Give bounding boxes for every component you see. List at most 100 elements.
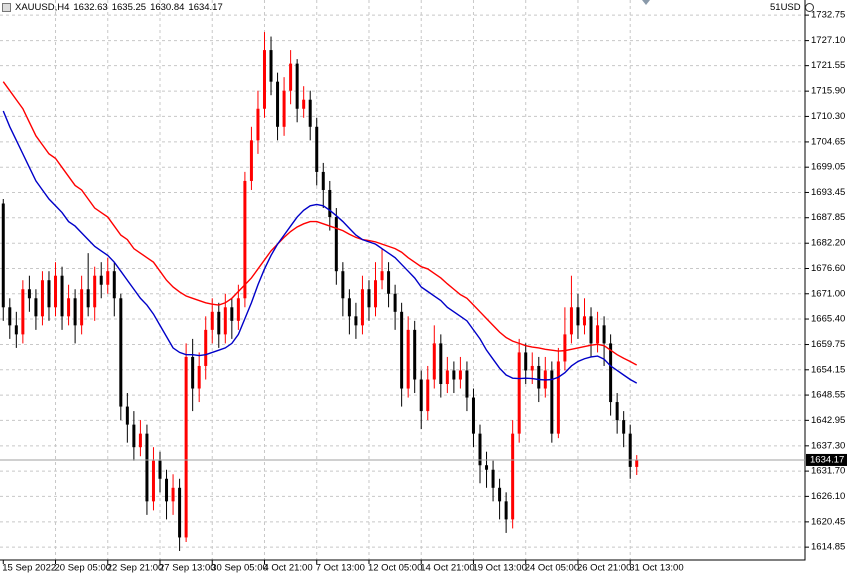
candle-body — [400, 311, 404, 389]
candle-body — [295, 63, 299, 109]
chart-header: XAUUSD,H4 1632.63 1635.25 1630.84 1634.1… — [2, 2, 223, 13]
y-tick-label: 1715.90 — [811, 86, 845, 97]
candle-body — [67, 298, 71, 317]
candle-body — [334, 217, 338, 272]
candle-body — [145, 433, 149, 502]
last-close: 1634.17 — [188, 2, 223, 13]
x-tick-label: 12 Oct 05:00 — [368, 563, 422, 574]
candle-body — [308, 99, 312, 127]
candle-body — [197, 365, 201, 389]
y-tick-label: 1620.45 — [811, 516, 845, 527]
x-tick-label: 31 Oct 13:00 — [629, 563, 683, 574]
y-tick-label: 1642.95 — [811, 415, 845, 426]
last-price-label: 1634.17 — [810, 454, 844, 465]
candle-body — [569, 307, 573, 335]
y-tick-label: 1721.55 — [811, 60, 845, 71]
candle-body — [380, 271, 384, 281]
candle-body — [86, 289, 90, 308]
candle-body — [563, 334, 567, 362]
y-tick-label: 1648.55 — [811, 390, 845, 401]
candle-body — [360, 289, 364, 326]
x-tick-label: 22 Sep 21:00 — [107, 563, 164, 574]
candle-body — [119, 298, 123, 407]
candle-body — [354, 316, 358, 326]
candle-body — [34, 298, 38, 317]
candle-body — [387, 271, 391, 294]
candle-body — [112, 271, 116, 299]
candle-body — [328, 189, 332, 218]
candle-body — [347, 298, 351, 317]
x-tick-label: 4 Oct 21:00 — [263, 563, 312, 574]
x-tick-label: 7 Oct 13:00 — [316, 563, 365, 574]
y-tick-label: 1614.85 — [811, 542, 845, 553]
candle-body — [282, 90, 286, 127]
y-tick-label: 1710.30 — [811, 111, 845, 122]
candle-body — [622, 420, 626, 434]
y-tick-label: 1704.65 — [811, 136, 845, 147]
clock-icon[interactable] — [804, 3, 814, 12]
candle-body — [132, 424, 136, 448]
candle-body — [341, 271, 345, 299]
candle-body — [550, 370, 554, 434]
candle-body — [40, 280, 44, 317]
candle-body — [530, 365, 534, 371]
candle-body — [321, 171, 325, 190]
y-tick-label: 1626.10 — [811, 491, 845, 502]
candle-body — [191, 356, 195, 389]
candle-body — [230, 307, 234, 321]
candle-body — [537, 365, 541, 389]
candle-body — [8, 307, 12, 326]
x-tick-label: 15 Sep 2022 — [2, 563, 56, 574]
candle-body — [93, 275, 97, 308]
candle-body — [635, 459, 639, 467]
candle-body — [21, 289, 25, 335]
candle-body — [511, 433, 515, 520]
candle-body — [47, 280, 51, 308]
y-tick-label: 1676.60 — [811, 263, 845, 274]
candle-body — [582, 316, 586, 326]
last-price-box — [806, 453, 847, 466]
x-tick-label: 30 Sep 05:00 — [211, 563, 268, 574]
candle-body — [485, 465, 489, 470]
candle-body — [374, 280, 378, 308]
candle-body — [517, 352, 521, 434]
last-open: 1632.63 — [73, 2, 108, 13]
y-tick-label: 1687.85 — [811, 212, 845, 223]
candle-body — [406, 329, 410, 389]
candle-body — [165, 478, 169, 502]
y-tick-label: 1699.05 — [811, 162, 845, 173]
x-tick-label: 27 Sep 13:00 — [159, 563, 216, 574]
candle-body — [223, 307, 227, 335]
candle-body — [445, 370, 449, 385]
candle-body — [465, 370, 469, 398]
candle-body — [576, 307, 580, 326]
candle-body — [615, 402, 619, 421]
candle-body — [413, 329, 417, 380]
candle-body — [236, 298, 240, 321]
chart-title: XAUUSD,H4 — [15, 2, 70, 13]
candle-body — [556, 361, 560, 434]
candle-body — [27, 289, 31, 299]
y-tick-label: 1682.20 — [811, 238, 845, 249]
y-tick-label: 1637.30 — [811, 440, 845, 451]
candle-body — [262, 50, 266, 109]
candle-body — [204, 329, 208, 366]
moving-average — [2, 81, 638, 366]
candle-body — [432, 343, 436, 380]
x-tick-label: 19 Oct 13:00 — [472, 563, 526, 574]
candle-body — [276, 81, 280, 127]
y-tick-label: 1732.75 — [811, 10, 845, 21]
candle-body — [243, 180, 247, 299]
y-tick-label: 1665.40 — [811, 314, 845, 325]
candle-body — [524, 352, 528, 371]
candle-body — [171, 487, 175, 502]
broker-box: 51USD — [770, 2, 814, 13]
candle-body — [80, 289, 84, 326]
candle-body — [504, 501, 508, 520]
candle-body — [178, 487, 182, 538]
plot-border — [0, 0, 806, 561]
last-low: 1630.84 — [150, 2, 185, 13]
candle-body — [269, 50, 273, 82]
candle-body — [151, 460, 155, 502]
candle-body — [426, 379, 430, 412]
